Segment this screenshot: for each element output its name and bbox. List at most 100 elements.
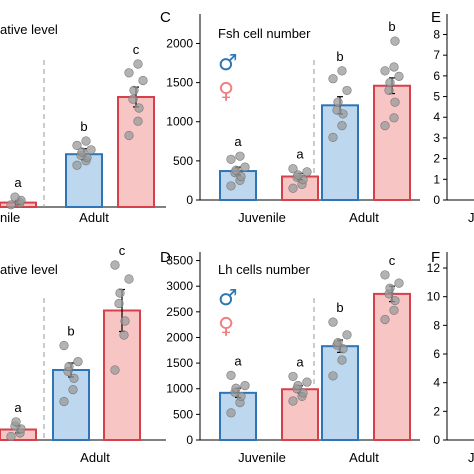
data-point (380, 66, 390, 76)
y-tick-label: 500 (173, 407, 193, 421)
female-symbol-c: ♀ (218, 79, 234, 104)
data-point (240, 381, 250, 391)
panel-c-xlabel-juvenile: Juvenile (238, 210, 286, 225)
data-point (385, 78, 395, 88)
y-tick-label: 0 (186, 433, 193, 447)
data-point (226, 181, 236, 191)
significance-letter: c (119, 243, 126, 258)
significance-letter: a (14, 400, 22, 415)
y-tick-label: 2000 (166, 36, 193, 50)
data-point (133, 116, 143, 126)
data-point (110, 260, 120, 270)
panel-a-xlabel-juvenile: nile (0, 210, 20, 225)
y-tick-label: 12 (427, 261, 441, 275)
y-tick-label: 2000 (166, 330, 193, 344)
data-point (231, 165, 241, 175)
bar (321, 104, 359, 201)
data-point (72, 140, 82, 150)
data-point (226, 408, 236, 418)
data-point (328, 74, 338, 84)
data-point (72, 160, 82, 170)
data-point (389, 305, 399, 315)
female-symbol-d: ♀ (218, 314, 234, 339)
y-tick-label: 8 (433, 318, 440, 332)
data-point (288, 183, 298, 193)
data-point (302, 167, 312, 177)
data-point (124, 274, 134, 284)
data-point (120, 316, 130, 326)
data-point (6, 431, 16, 442)
data-point (337, 66, 347, 76)
panel-letter-d: D (160, 249, 171, 266)
data-point (328, 317, 338, 327)
data-point (68, 385, 78, 395)
data-point (384, 85, 394, 96)
panel-e: 0 1 2 3 4 5 6 7 8 (433, 14, 474, 207)
data-point (81, 136, 91, 146)
data-point (389, 113, 399, 123)
data-point (390, 295, 400, 306)
bar (117, 96, 155, 208)
data-point (337, 121, 347, 131)
significance-letter: a (234, 353, 242, 368)
y-tick-label: 10 (427, 290, 441, 304)
panel-f-xlabel-cut: J (468, 450, 474, 465)
panel-d-title: Lh cells number (218, 262, 310, 277)
y-tick-label: 2 (433, 404, 440, 418)
panel-c: 0 500 1000 1500 2000 a b a b (166, 14, 420, 207)
data-point (226, 154, 236, 164)
y-tick-label: 1000 (166, 115, 193, 129)
data-point (293, 170, 303, 180)
panel-c-title: Fsh cell number (218, 26, 311, 41)
y-tick-label: 0 (433, 433, 440, 447)
data-point (293, 381, 303, 391)
data-point (77, 147, 87, 157)
data-point (115, 288, 125, 298)
y-tick-label: 6 (433, 347, 440, 361)
data-point (332, 105, 342, 115)
significance-letter: a (296, 147, 304, 162)
male-symbol-c: ♂ (218, 51, 238, 76)
y-tick-label: 7 (433, 48, 440, 62)
data-point (86, 145, 96, 155)
y-tick-label: 1000 (166, 382, 193, 396)
significance-letter: b (388, 19, 395, 34)
panel-a-title: ative level (0, 22, 58, 37)
data-point (59, 396, 69, 407)
y-tick-label: 2500 (166, 305, 193, 319)
data-point (69, 373, 79, 384)
data-point (342, 330, 352, 340)
panel-b-title: ative level (0, 262, 58, 277)
data-point (288, 164, 298, 174)
panel-a: b a c (0, 42, 166, 210)
data-point (389, 62, 399, 72)
panel-f: 0 2 4 6 8 10 12 (427, 252, 474, 447)
data-point (302, 377, 312, 387)
data-point (73, 357, 83, 367)
data-point (333, 337, 343, 348)
y-tick-label: 4 (433, 110, 440, 124)
data-point (394, 278, 404, 288)
panel-d: 0 500 1000 1500 2000 2500 3000 3500 a b a c (166, 252, 420, 447)
data-point (110, 365, 120, 375)
significance-letter: b (336, 49, 343, 64)
data-point (342, 85, 352, 96)
data-point (333, 97, 343, 107)
data-point (129, 85, 139, 95)
data-point (390, 97, 400, 107)
panel-letter-f: F (431, 249, 440, 266)
data-point (288, 396, 298, 406)
data-point (231, 383, 241, 393)
data-point (124, 68, 134, 78)
significance-letter: b (80, 119, 87, 134)
y-tick-label: 4 (433, 376, 440, 390)
data-point (6, 200, 16, 210)
panel-d-xlabel-adult: Adult (349, 450, 379, 465)
data-point (240, 162, 250, 172)
panel-d-xlabel-juvenile: Juvenile (238, 450, 286, 465)
data-point (59, 340, 69, 351)
data-point (337, 355, 347, 365)
panel-b: b a c (0, 243, 166, 442)
panel-c-xlabel-adult: Adult (349, 210, 379, 225)
